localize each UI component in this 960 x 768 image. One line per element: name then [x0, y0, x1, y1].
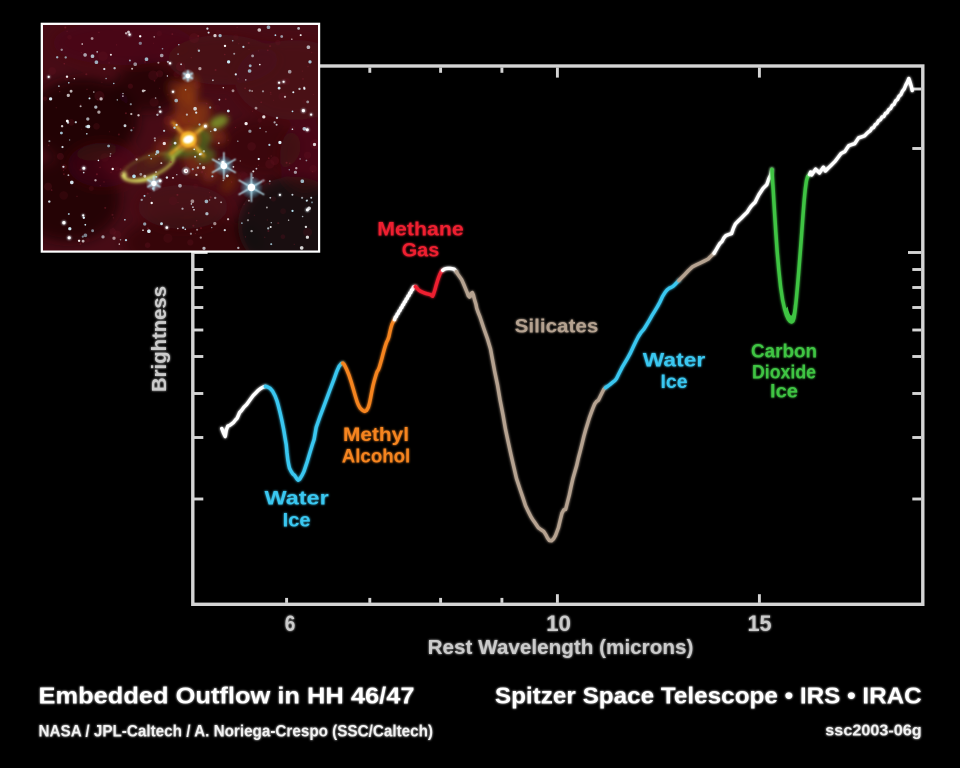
svg-text:Methane: Methane [377, 220, 464, 241]
svg-text:10: 10 [546, 611, 571, 636]
svg-text:Dioxide: Dioxide [752, 363, 816, 384]
svg-text:Ice: Ice [770, 382, 798, 403]
svg-text:Carbon: Carbon [751, 342, 817, 363]
svg-text:6: 6 [285, 611, 296, 636]
svg-text:Methyl: Methyl [343, 425, 409, 446]
svg-text:Water: Water [265, 489, 330, 510]
svg-text:Embedded Outflow in HH 46/47: Embedded Outflow in HH 46/47 [39, 683, 415, 709]
svg-text:Spitzer Space Telescope • IRS: Spitzer Space Telescope • IRS • IRAC [495, 683, 922, 709]
svg-text:Water: Water [643, 351, 706, 372]
svg-text:Rest Wavelength (microns): Rest Wavelength (microns) [428, 637, 694, 659]
svg-text:Gas: Gas [402, 241, 440, 262]
svg-text:Ice: Ice [661, 372, 688, 393]
svg-text:15: 15 [748, 611, 772, 636]
svg-text:Alcohol: Alcohol [342, 447, 411, 468]
svg-text:Brightness: Brightness [149, 286, 171, 392]
svg-text:NASA / JPL-Caltech / A. Norieg: NASA / JPL-Caltech / A. Noriega-Crespo (… [39, 722, 434, 741]
svg-text:Ice: Ice [283, 511, 311, 532]
svg-text:Silicates: Silicates [515, 317, 599, 338]
svg-text:ssc2003-06g: ssc2003-06g [825, 723, 921, 740]
